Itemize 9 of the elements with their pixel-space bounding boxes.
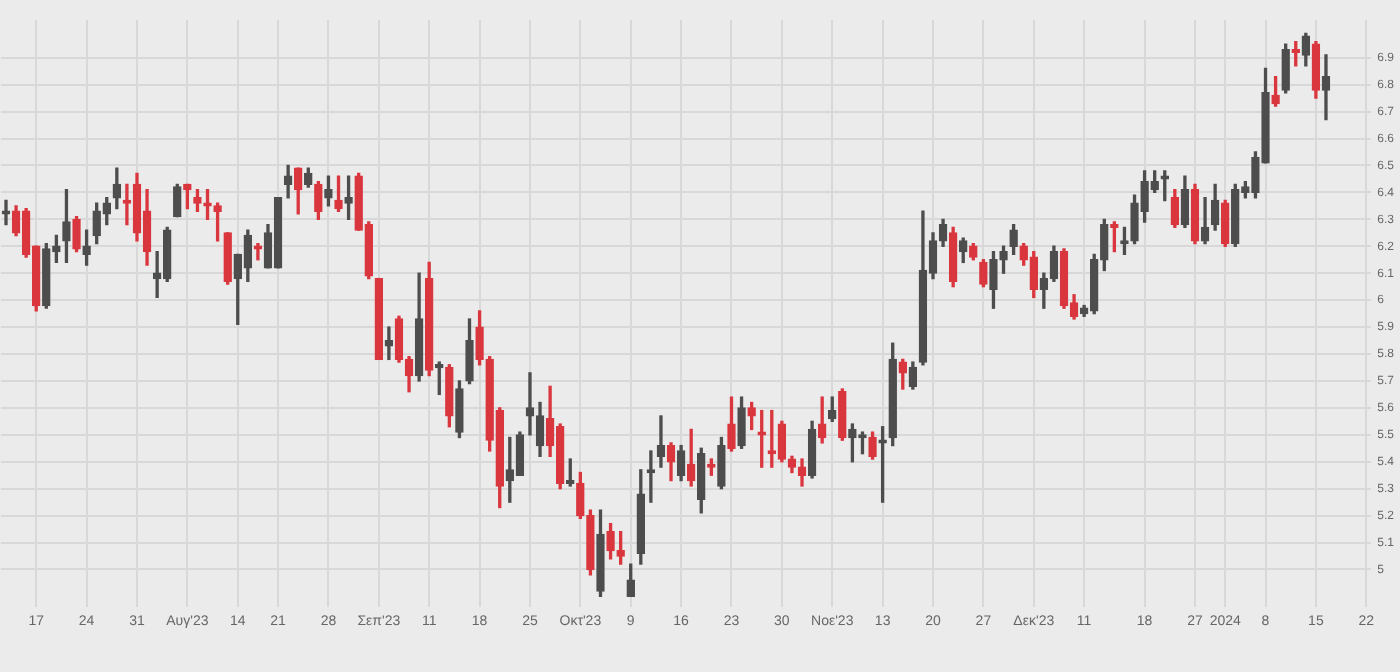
candlestick bbox=[72, 215, 81, 253]
candlestick bbox=[1110, 221, 1119, 253]
candlestick bbox=[334, 175, 343, 212]
candlestick bbox=[1271, 75, 1280, 107]
candlestick bbox=[727, 396, 736, 452]
candlestick bbox=[193, 189, 202, 212]
candlestick bbox=[213, 202, 222, 242]
candlestick bbox=[979, 259, 988, 288]
candlestick bbox=[868, 431, 877, 460]
